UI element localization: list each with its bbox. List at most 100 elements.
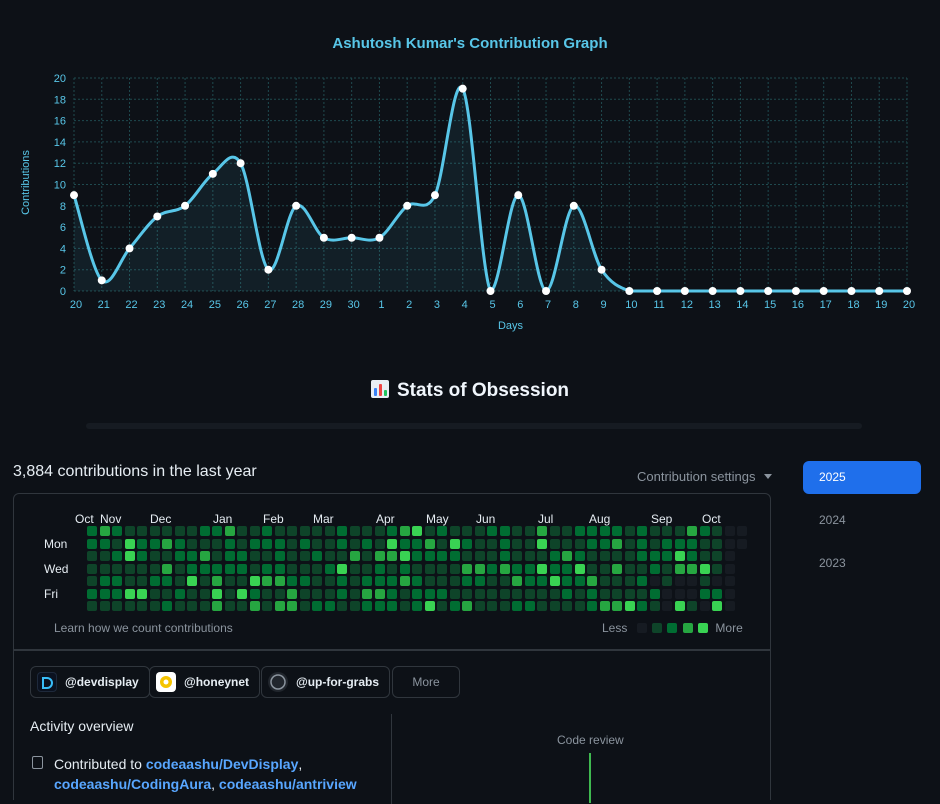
contribution-day-cell[interactable] (99, 601, 110, 611)
contribution-day-cell[interactable] (599, 588, 610, 599)
contribution-day-cell[interactable] (362, 576, 372, 586)
contribution-day-cell[interactable] (124, 601, 135, 611)
contribution-day-cell[interactable] (262, 563, 272, 574)
contribution-day-cell[interactable] (562, 588, 572, 599)
contribution-day-cell[interactable] (674, 538, 685, 549)
contribution-day-cell[interactable] (662, 588, 672, 599)
contribution-day-cell[interactable] (287, 576, 297, 586)
contribution-day-cell[interactable] (487, 526, 497, 536)
contribution-day-cell[interactable] (199, 538, 210, 549)
learn-contributions-link[interactable]: Learn how we count contributions (54, 621, 233, 635)
contribution-day-cell[interactable] (387, 563, 397, 574)
contribution-day-cell[interactable] (362, 538, 372, 549)
contribution-day-cell[interactable] (574, 588, 585, 599)
contribution-day-cell[interactable] (312, 588, 322, 599)
contribution-day-cell[interactable] (624, 551, 635, 561)
contribution-day-cell[interactable] (337, 538, 347, 549)
contribution-day-cell[interactable] (437, 526, 447, 536)
contribution-day-cell[interactable] (512, 538, 522, 549)
contribution-day-cell[interactable] (487, 551, 497, 561)
contribution-day-cell[interactable] (499, 576, 510, 586)
contribution-day-cell[interactable] (162, 576, 172, 586)
orgs-more-button[interactable]: More (392, 666, 460, 698)
contribution-day-cell[interactable] (562, 551, 572, 561)
contribution-day-cell[interactable] (137, 526, 147, 536)
contribution-day-cell[interactable] (212, 601, 222, 611)
contribution-day-cell[interactable] (462, 551, 472, 561)
contribution-day-cell[interactable] (437, 601, 447, 611)
contribution-day-cell[interactable] (337, 551, 347, 561)
contribution-day-cell[interactable] (249, 588, 260, 599)
repo-link[interactable]: codeaashu/DevDisplay (145, 756, 299, 772)
contribution-day-cell[interactable] (312, 601, 322, 611)
contribution-day-cell[interactable] (224, 576, 235, 586)
contribution-day-cell[interactable] (237, 563, 247, 574)
contribution-day-cell[interactable] (737, 538, 747, 549)
contribution-day-cell[interactable] (449, 601, 460, 611)
contribution-day-cell[interactable] (262, 576, 272, 586)
contribution-day-cell[interactable] (587, 588, 597, 599)
contribution-day-cell[interactable] (524, 576, 535, 586)
contribution-day-cell[interactable] (437, 576, 447, 586)
contribution-day-cell[interactable] (449, 588, 460, 599)
contribution-day-cell[interactable] (687, 588, 697, 599)
contribution-day-cell[interactable] (124, 576, 135, 586)
contribution-day-cell[interactable] (349, 563, 360, 574)
contribution-day-cell[interactable] (174, 576, 185, 586)
contribution-day-cell[interactable] (474, 551, 485, 561)
contribution-day-cell[interactable] (237, 576, 247, 586)
contribution-day-cell[interactable] (387, 526, 397, 536)
contribution-day-cell[interactable] (474, 538, 485, 549)
contribution-day-cell[interactable] (574, 538, 585, 549)
contribution-day-cell[interactable] (162, 551, 172, 561)
contribution-day-cell[interactable] (99, 551, 110, 561)
contribution-day-cell[interactable] (549, 538, 560, 549)
contribution-day-cell[interactable] (599, 551, 610, 561)
contribution-day-cell[interactable] (199, 563, 210, 574)
contribution-day-cell[interactable] (612, 526, 622, 536)
contribution-day-cell[interactable] (599, 576, 610, 586)
contribution-day-cell[interactable] (299, 538, 310, 549)
contribution-day-cell[interactable] (237, 588, 247, 599)
contribution-day-cell[interactable] (87, 563, 97, 574)
contribution-day-cell[interactable] (637, 576, 647, 586)
contribution-day-cell[interactable] (587, 538, 597, 549)
contribution-day-cell[interactable] (687, 551, 697, 561)
contribution-day-cell[interactable] (224, 526, 235, 536)
contribution-day-cell[interactable] (99, 526, 110, 536)
contribution-day-cell[interactable] (99, 576, 110, 586)
contribution-day-cell[interactable] (349, 551, 360, 561)
contribution-day-cell[interactable] (187, 551, 197, 561)
contribution-day-cell[interactable] (612, 576, 622, 586)
contribution-day-cell[interactable] (287, 551, 297, 561)
contribution-day-cell[interactable] (199, 601, 210, 611)
contribution-day-cell[interactable] (587, 601, 597, 611)
contribution-day-cell[interactable] (224, 551, 235, 561)
contribution-day-cell[interactable] (724, 601, 735, 611)
contribution-day-cell[interactable] (162, 588, 172, 599)
contribution-day-cell[interactable] (687, 601, 697, 611)
contribution-day-cell[interactable] (162, 526, 172, 536)
contribution-day-cell[interactable] (287, 538, 297, 549)
contribution-day-cell[interactable] (412, 526, 422, 536)
contribution-day-cell[interactable] (274, 576, 285, 586)
contribution-day-cell[interactable] (349, 538, 360, 549)
contribution-day-cell[interactable] (587, 563, 597, 574)
contribution-day-cell[interactable] (449, 576, 460, 586)
contribution-day-cell[interactable] (574, 551, 585, 561)
contribution-day-cell[interactable] (487, 563, 497, 574)
contribution-day-cell[interactable] (324, 538, 335, 549)
contribution-day-cell[interactable] (487, 588, 497, 599)
contribution-day-cell[interactable] (599, 563, 610, 574)
contribution-day-cell[interactable] (724, 551, 735, 561)
contribution-day-cell[interactable] (312, 538, 322, 549)
contribution-day-cell[interactable] (599, 601, 610, 611)
contribution-day-cell[interactable] (412, 538, 422, 549)
contribution-day-cell[interactable] (299, 563, 310, 574)
contribution-day-cell[interactable] (87, 538, 97, 549)
contribution-day-cell[interactable] (512, 563, 522, 574)
contribution-day-cell[interactable] (212, 576, 222, 586)
contribution-day-cell[interactable] (112, 538, 122, 549)
contribution-day-cell[interactable] (412, 551, 422, 561)
contribution-day-cell[interactable] (262, 551, 272, 561)
